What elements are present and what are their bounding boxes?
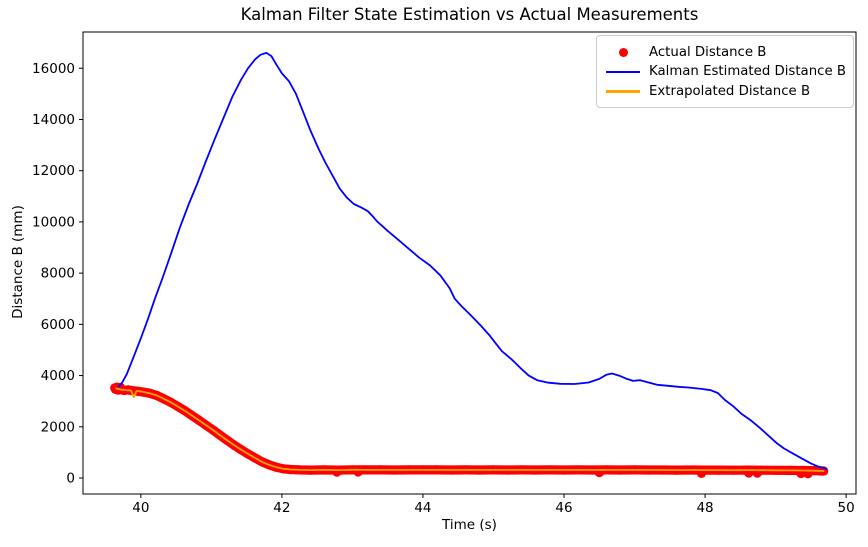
y-tick-label: 6000	[41, 317, 75, 333]
x-tick-label: 40	[132, 500, 149, 516]
y-tick-label: 10000	[32, 214, 75, 230]
x-axis-label: Time (s)	[442, 517, 497, 533]
series-actual-point	[696, 468, 707, 478]
legend-handle	[606, 48, 640, 58]
chart-title: Kalman Filter State Estimation vs Actual…	[240, 5, 699, 24]
x-tick-label: 44	[414, 500, 431, 516]
legend-item-kalman: Kalman Estimated Distance B	[606, 62, 846, 81]
legend-handle	[606, 70, 640, 74]
y-tick-label: 14000	[32, 112, 75, 128]
legend-label-actual: Actual Distance B	[649, 45, 767, 61]
legend-label-extrapolated: Extrapolated Distance B	[649, 83, 811, 99]
y-tick-label: 16000	[32, 61, 75, 77]
scatter-dot-icon	[618, 48, 628, 58]
y-tick-label: 0	[66, 470, 75, 486]
line-swatch-icon	[606, 90, 640, 93]
y-axis-label: Distance B (mm)	[10, 205, 26, 319]
legend-handle	[606, 90, 640, 93]
legend-item-extrapolated: Extrapolated Distance B	[606, 82, 844, 101]
x-tick-label: 42	[273, 500, 290, 516]
series-kalman	[117, 52, 828, 470]
x-tick-label: 48	[696, 500, 713, 516]
x-tick-label: 46	[555, 500, 572, 516]
y-tick-label: 4000	[41, 368, 75, 384]
x-tick-label: 50	[838, 500, 855, 516]
series-actual-point	[353, 467, 363, 477]
y-tick-label: 12000	[32, 163, 75, 179]
series-extrapolated	[115, 387, 825, 472]
line-swatch-icon	[606, 70, 640, 74]
series-actual-point	[332, 467, 342, 477]
series-actual-band	[111, 383, 829, 476]
y-tick-label: 8000	[41, 266, 75, 282]
legend-item-actual: Actual Distance B	[606, 43, 844, 62]
y-tick-label: 2000	[41, 419, 75, 435]
legend-label-kalman: Kalman Estimated Distance B	[649, 64, 846, 80]
axes-frame	[82, 31, 857, 495]
legend: Actual Distance B Kalman Estimated Dista…	[596, 35, 854, 108]
